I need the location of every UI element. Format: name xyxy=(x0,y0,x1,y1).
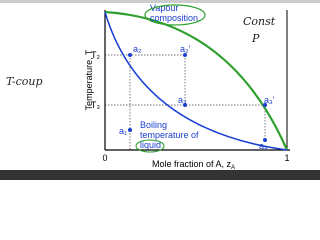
handwriting: P xyxy=(251,32,260,45)
point-label: a₂' xyxy=(180,44,190,54)
points xyxy=(128,53,267,142)
guides xyxy=(105,54,266,150)
liquid-curve xyxy=(104,11,288,151)
y-tick-label: T₂ xyxy=(91,50,100,60)
y-tick-label: T₃ xyxy=(91,100,100,110)
point-label: a₁ xyxy=(119,126,127,136)
x-tick-label: 0 xyxy=(102,153,107,163)
point-label: a₃ xyxy=(178,95,187,105)
x-tick-label: 1 xyxy=(284,153,289,163)
liquid-label: liquid xyxy=(140,140,161,150)
handwriting: T-coup xyxy=(6,75,43,88)
point-label: a₄ xyxy=(259,141,268,151)
vapour-label: composition xyxy=(150,13,198,23)
vapour-curve xyxy=(104,10,289,151)
point-label: a₃' xyxy=(264,95,275,105)
slide: a₁ a₂ a₂' a₃ a₃' a₄ T₂ T₃ 0 1 Temperatur… xyxy=(0,0,320,180)
vapour-circle xyxy=(144,4,206,26)
x-axis-label-sub: A xyxy=(231,165,235,171)
x-axis-label-main: Mole fraction of A, z xyxy=(152,159,232,169)
top-border xyxy=(0,0,320,3)
y-axis-label: Temperature, T xyxy=(84,49,94,110)
point-label: a₂ xyxy=(133,44,142,54)
liquid-label: temperature of xyxy=(140,130,199,140)
vapour-label: Vapour xyxy=(150,3,178,13)
handwriting: Const xyxy=(243,15,276,28)
x-axis-label: Mole fraction of A, zA xyxy=(152,159,235,171)
url-bar xyxy=(0,170,320,180)
liquid-circle xyxy=(135,139,165,153)
liquid-label: Boiling xyxy=(140,120,167,130)
